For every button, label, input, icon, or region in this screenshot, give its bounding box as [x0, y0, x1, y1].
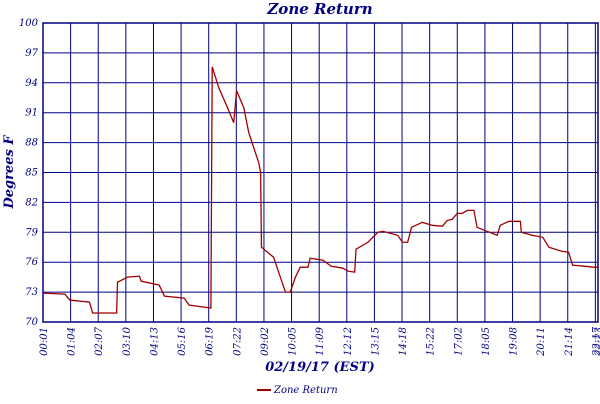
- y-tick-label: 73: [25, 287, 38, 298]
- x-tick-label: 03:10: [122, 326, 133, 355]
- x-tick-label: 12:12: [343, 327, 354, 356]
- x-tick-label: 18:05: [481, 327, 492, 356]
- x-tick-label: 20:11: [536, 327, 547, 357]
- legend-label: Zone Return: [273, 385, 338, 396]
- x-tick-label: 06:19: [205, 326, 216, 355]
- x-tick-label: 04:13: [149, 327, 160, 356]
- x-tick-label: 22:23: [594, 327, 600, 357]
- x-tick-label: 22:17: [591, 326, 600, 356]
- y-tick-label: 82: [25, 197, 38, 208]
- x-tick-label: 15:22: [426, 327, 437, 356]
- x-tick-label: 13:15: [370, 327, 381, 356]
- y-tick-label: 76: [25, 257, 38, 268]
- plot-frame: [42, 22, 599, 323]
- x-tick-label: 09:02: [260, 327, 271, 356]
- x-axis-label: 02/19/17 (EST): [265, 360, 375, 375]
- chart-title: Zone Return: [266, 0, 372, 18]
- x-tick-label: 17:02: [453, 327, 464, 356]
- x-tick-label: 00:01: [39, 327, 50, 356]
- x-tick-label: 21:14: [564, 327, 575, 357]
- x-tick-label: 14:18: [398, 327, 409, 356]
- y-tick-label: 97: [25, 48, 38, 59]
- x-tick-label: 10:05: [288, 327, 299, 356]
- y-tick-label: 85: [25, 168, 38, 179]
- data-line: [42, 66, 598, 314]
- x-tick-label: 01:04: [67, 327, 78, 356]
- x-tick-label: 02:07: [94, 326, 105, 355]
- y-tick-label: 94: [25, 78, 38, 89]
- y-tick-label: 70: [25, 317, 38, 328]
- y-tick-label: 88: [25, 138, 38, 149]
- y-tick-label: 91: [25, 108, 38, 119]
- y-tick-label: 100: [19, 18, 39, 29]
- x-tick-label: 05:16: [177, 326, 188, 355]
- y-axis-label: Degrees F: [2, 135, 17, 210]
- x-tick-label: 07:22: [232, 327, 243, 356]
- y-tick-label: 79: [25, 227, 38, 238]
- x-tick-label: 19:08: [509, 327, 520, 356]
- x-tick-label: 11:09: [315, 326, 326, 355]
